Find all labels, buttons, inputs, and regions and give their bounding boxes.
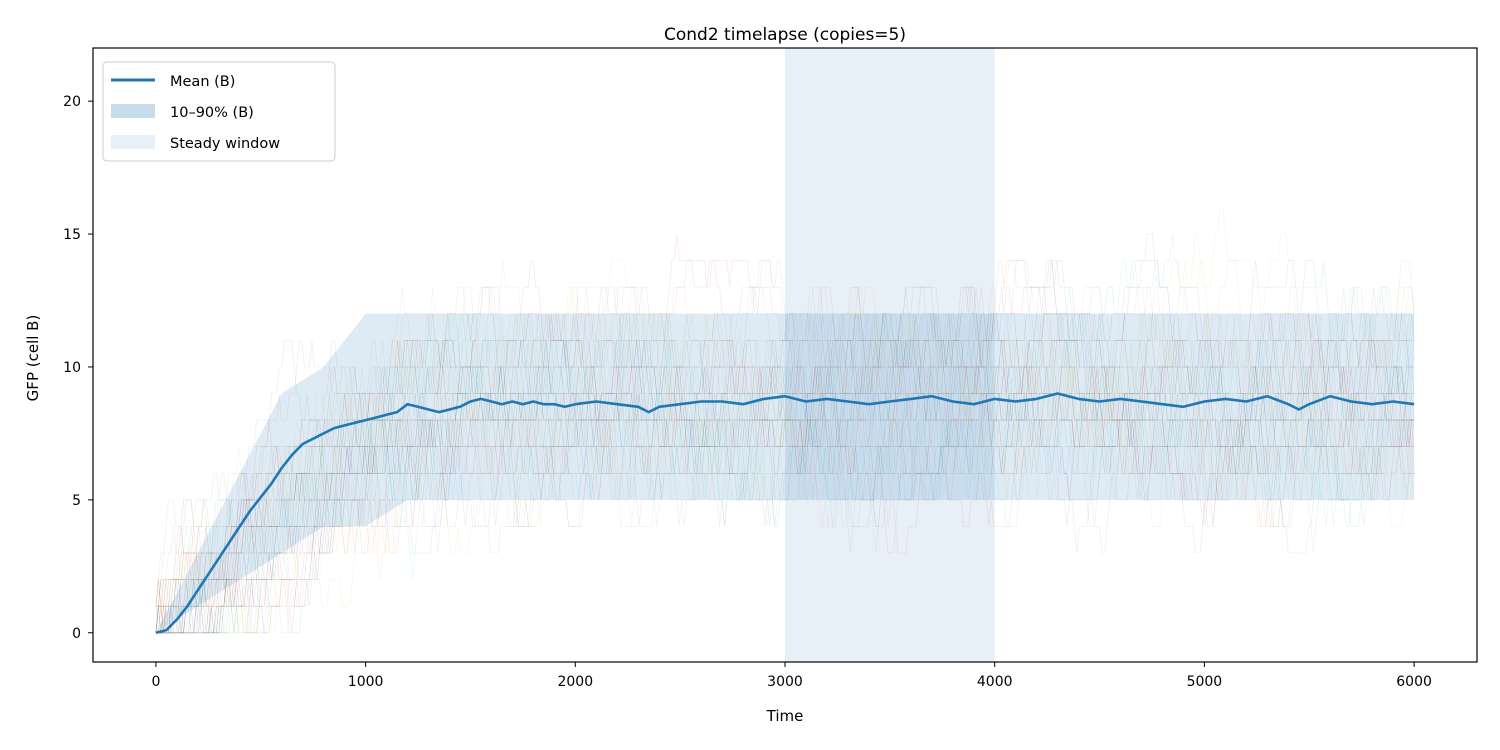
cell-trace bbox=[155, 286, 1415, 634]
cell-trace bbox=[155, 260, 1415, 634]
cell-trace bbox=[155, 313, 1415, 634]
cell-trace bbox=[155, 313, 1415, 634]
cell-trace bbox=[155, 260, 1415, 634]
cell-trace bbox=[155, 260, 1415, 634]
cell-trace bbox=[155, 286, 1415, 634]
cell-trace bbox=[155, 286, 1415, 634]
legend-steady-swatch bbox=[111, 135, 155, 149]
x-axis-label: Time bbox=[766, 707, 804, 725]
y-tick-label: 0 bbox=[72, 626, 81, 642]
y-tick-label: 20 bbox=[63, 94, 81, 110]
legend-mean-label: Mean (B) bbox=[170, 74, 235, 90]
cell-trace bbox=[155, 313, 1415, 634]
y-axis-label: GFP (cell B) bbox=[24, 315, 42, 402]
cell-trace bbox=[155, 340, 1415, 634]
cell-traces bbox=[155, 207, 1415, 634]
axes: 0 1000 2000 3000 4000 5000 6000 0 5 10 15 20 bbox=[63, 94, 1432, 690]
y-tick-label: 10 bbox=[63, 360, 81, 376]
cell-trace bbox=[155, 260, 1415, 634]
cell-trace bbox=[155, 287, 1415, 634]
cell-trace bbox=[155, 286, 1415, 633]
cell-trace bbox=[155, 313, 1415, 634]
legend: Mean (B) 10–90% (B) Steady window bbox=[102, 61, 336, 162]
x-tick-label: 5000 bbox=[1187, 674, 1223, 690]
x-tick-label: 2000 bbox=[557, 674, 593, 690]
legend-band-label: 10–90% (B) bbox=[170, 105, 254, 121]
steady-window-span bbox=[785, 48, 995, 662]
x-tick-label: 0 bbox=[151, 674, 160, 690]
cell-trace bbox=[155, 287, 1415, 634]
cell-trace bbox=[155, 286, 1415, 634]
y-tick-label: 15 bbox=[63, 227, 81, 243]
x-tick-label: 6000 bbox=[1396, 674, 1432, 690]
cell-trace bbox=[155, 313, 1415, 634]
cell-trace bbox=[155, 286, 1415, 634]
x-tick-label: 3000 bbox=[767, 674, 803, 690]
cell-trace bbox=[155, 233, 1415, 634]
y-tick-label: 5 bbox=[72, 493, 81, 509]
chart-title: Cond2 timelapse (copies=5) bbox=[664, 25, 906, 45]
cell-trace bbox=[155, 313, 1415, 634]
cell-trace bbox=[155, 340, 1415, 607]
cell-trace bbox=[155, 286, 1415, 607]
cell-trace bbox=[155, 260, 1415, 634]
cell-trace bbox=[155, 207, 1415, 634]
cell-trace bbox=[155, 286, 1415, 634]
cell-trace bbox=[155, 286, 1415, 634]
cell-trace bbox=[155, 313, 1415, 634]
legend-box bbox=[102, 61, 336, 162]
cell-trace bbox=[155, 313, 1415, 633]
legend-steady-label: Steady window bbox=[170, 136, 280, 152]
cell-trace bbox=[155, 340, 1415, 634]
cell-trace bbox=[155, 313, 1415, 634]
cell-trace bbox=[155, 260, 1415, 634]
cell-trace bbox=[155, 286, 1415, 634]
cell-trace bbox=[155, 286, 1415, 634]
x-tick-label: 1000 bbox=[348, 674, 384, 690]
cell-trace bbox=[155, 286, 1415, 607]
plot-content bbox=[155, 48, 1415, 662]
percentile-band bbox=[155, 313, 1415, 633]
cell-trace bbox=[155, 313, 1415, 634]
x-tick-label: 4000 bbox=[977, 674, 1013, 690]
cell-trace bbox=[155, 313, 1415, 634]
plot-area bbox=[155, 48, 1415, 662]
mean-line bbox=[155, 392, 1415, 635]
legend-band-swatch bbox=[111, 104, 155, 118]
cell-trace bbox=[155, 286, 1415, 634]
